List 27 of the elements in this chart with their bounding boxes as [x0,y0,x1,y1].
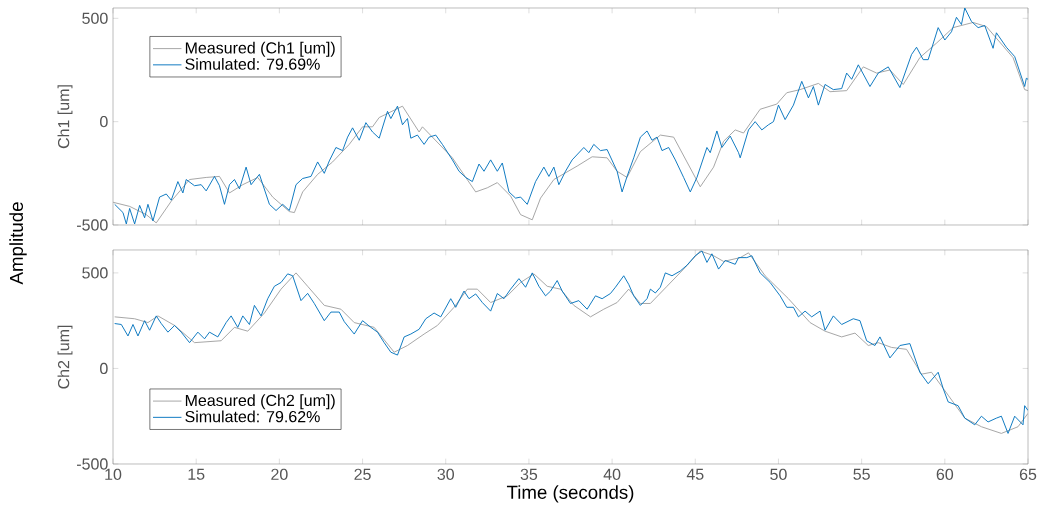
y-tick-label: -500 [76,458,108,470]
legend-label: Simulated: 79.62% [185,410,320,423]
text: Amplitude [9,202,27,285]
x-tick-label: 20 [271,468,288,481]
y-axis-title: Ch1 [um] [57,85,73,149]
y-tick-label: 500 [82,267,108,279]
y-axis-title: Ch2 [um] [57,325,73,389]
y-tick-label: -500 [76,219,108,231]
x-axis-title: Time (seconds) [506,485,634,503]
x-tick-label: 35 [520,468,538,481]
x-tick-label: 45 [686,468,704,480]
legend-label: Simulated: 79.69% [185,58,320,70]
y-tick-label: 500 [82,12,108,24]
x-tick-label: 40 [603,468,621,481]
x-tick-label: 10 [105,468,122,481]
x-tick-label: 60 [936,468,954,481]
legend-label: Measured (Ch2 [um]) [185,394,335,410]
legend-label: Measured (Ch1 [um]) [185,41,335,57]
x-tick-label: 65 [1019,468,1037,481]
x-tick-label: 25 [354,468,371,481]
line-series [114,250,1028,434]
x-tick-label: 55 [853,468,870,480]
x-tick-label: 30 [437,468,455,481]
x-tick-label: 15 [188,468,205,480]
y-tick-label: 0 [100,362,108,375]
x-tick-label: 50 [770,468,787,481]
y-tick-label: 0 [100,116,108,128]
